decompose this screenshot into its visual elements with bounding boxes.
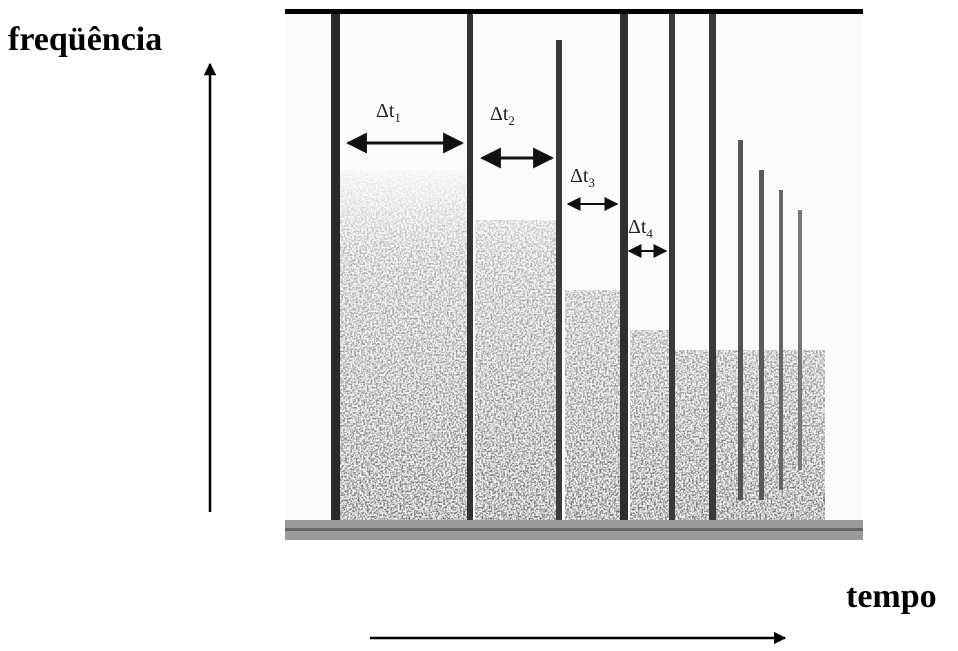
x-axis-label: tempo: [846, 578, 937, 615]
shape: [620, 12, 628, 520]
label-part: Δt: [628, 216, 647, 238]
bottom-line: [285, 528, 863, 531]
top-border: [285, 9, 863, 14]
shape: [331, 12, 340, 540]
interval-label: Δt4: [628, 216, 653, 241]
shape: [475, 220, 557, 525]
shape: [738, 140, 743, 500]
y-axis-label: freqüência: [8, 21, 162, 58]
label-part: 4: [646, 226, 653, 241]
label-part: Δt: [376, 100, 395, 122]
shape: [675, 350, 825, 520]
interval-label: Δt3: [570, 165, 595, 190]
shape: [759, 170, 764, 500]
impulse-lines: [331, 12, 802, 540]
shape: [565, 290, 623, 525]
label-part: 2: [508, 113, 515, 128]
interval-label: Δt2: [490, 103, 515, 128]
shape: [340, 170, 467, 525]
label-part: Δt: [570, 165, 589, 187]
shape: [630, 330, 670, 525]
shape: [779, 190, 783, 490]
interval-label: Δt1: [376, 100, 401, 125]
shape: [669, 12, 675, 520]
shape: [798, 210, 802, 470]
shape: [467, 12, 473, 540]
label-part: 3: [588, 175, 595, 190]
interval-arrows: [345, 132, 668, 258]
shape: [709, 12, 716, 520]
shape: [556, 40, 562, 530]
spectrogram: [285, 9, 863, 540]
label-part: 1: [394, 110, 401, 125]
label-part: Δt: [490, 103, 509, 125]
